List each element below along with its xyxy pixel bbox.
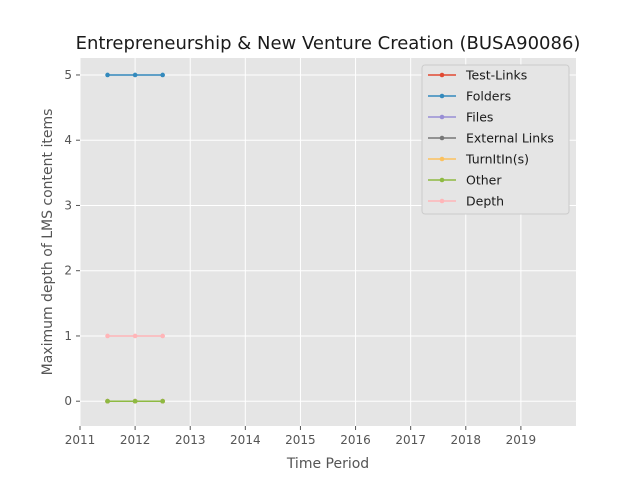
- y-axis-ticks: 0 1 2 3 4 5: [64, 68, 80, 408]
- legend-swatch-marker: [439, 135, 445, 141]
- series-layer: [105, 72, 165, 404]
- legend: Test-Links Folders Files External Links Turn…: [421, 64, 570, 215]
- series-folders: [105, 72, 165, 78]
- data-point-depth: [132, 333, 138, 339]
- legend-swatch-marker: [439, 93, 445, 99]
- x-tick-label: 2011: [65, 433, 96, 447]
- chart-title: Entrepreneurship & New Venture Creation …: [76, 33, 581, 54]
- data-point-other: [132, 398, 138, 404]
- legend-swatch-marker: [439, 114, 445, 120]
- y-tick-label: 0: [64, 394, 72, 408]
- x-tick-label: 2012: [120, 433, 151, 447]
- x-axis-ticks: 2011 2012 2013 2014 2015 2016 2017 2018 2019: [65, 426, 536, 447]
- x-axis-label: Time Period: [286, 456, 369, 472]
- legend-item-other: Other: [428, 173, 502, 188]
- data-point-other: [160, 398, 165, 404]
- x-tick-label: 2013: [175, 433, 206, 447]
- x-tick-label: 2014: [230, 433, 261, 447]
- x-tick-label: 2015: [285, 433, 316, 447]
- legend-item-test-links: Test-Links: [428, 68, 527, 83]
- data-point-folders: [132, 72, 138, 78]
- legend-swatch-marker: [439, 156, 445, 162]
- y-axis-label: Maximum depth of LMS content items: [40, 109, 56, 376]
- legend-item-external-links: External Links: [428, 131, 554, 146]
- legend-item-depth: Depth: [428, 194, 504, 209]
- data-point-folders: [105, 72, 110, 78]
- legend-label: Other: [466, 173, 502, 188]
- legend-item-folders: Folders: [428, 89, 511, 104]
- legend-item-files: Files: [428, 110, 493, 125]
- legend-label: External Links: [466, 131, 554, 146]
- legend-label: Folders: [466, 89, 511, 104]
- legend-item-turnitin-s: TurnItIn(s): [428, 152, 529, 167]
- y-tick-label: 1: [64, 329, 72, 343]
- legend-label: Test-Links: [465, 68, 527, 83]
- data-point-other: [105, 398, 110, 404]
- legend-swatch-marker: [439, 198, 445, 204]
- legend-label: Depth: [466, 194, 504, 209]
- legend-swatch-marker: [439, 72, 445, 78]
- x-tick-label: 2019: [506, 433, 537, 447]
- data-point-depth: [105, 333, 110, 339]
- x-tick-label: 2017: [395, 433, 426, 447]
- x-tick-label: 2018: [451, 433, 482, 447]
- y-tick-label: 2: [64, 264, 72, 278]
- legend-swatch-marker: [439, 177, 445, 183]
- y-tick-label: 3: [64, 198, 72, 212]
- series-other: [105, 398, 165, 404]
- data-point-folders: [160, 72, 165, 78]
- legend-box: [421, 64, 570, 215]
- data-point-depth: [160, 333, 165, 339]
- y-tick-label: 4: [64, 133, 72, 147]
- y-tick-label: 5: [64, 68, 72, 82]
- legend-label: TurnItIn(s): [465, 152, 529, 167]
- x-tick-label: 2016: [340, 433, 371, 447]
- series-depth: [105, 333, 165, 339]
- legend-label: Files: [466, 110, 493, 125]
